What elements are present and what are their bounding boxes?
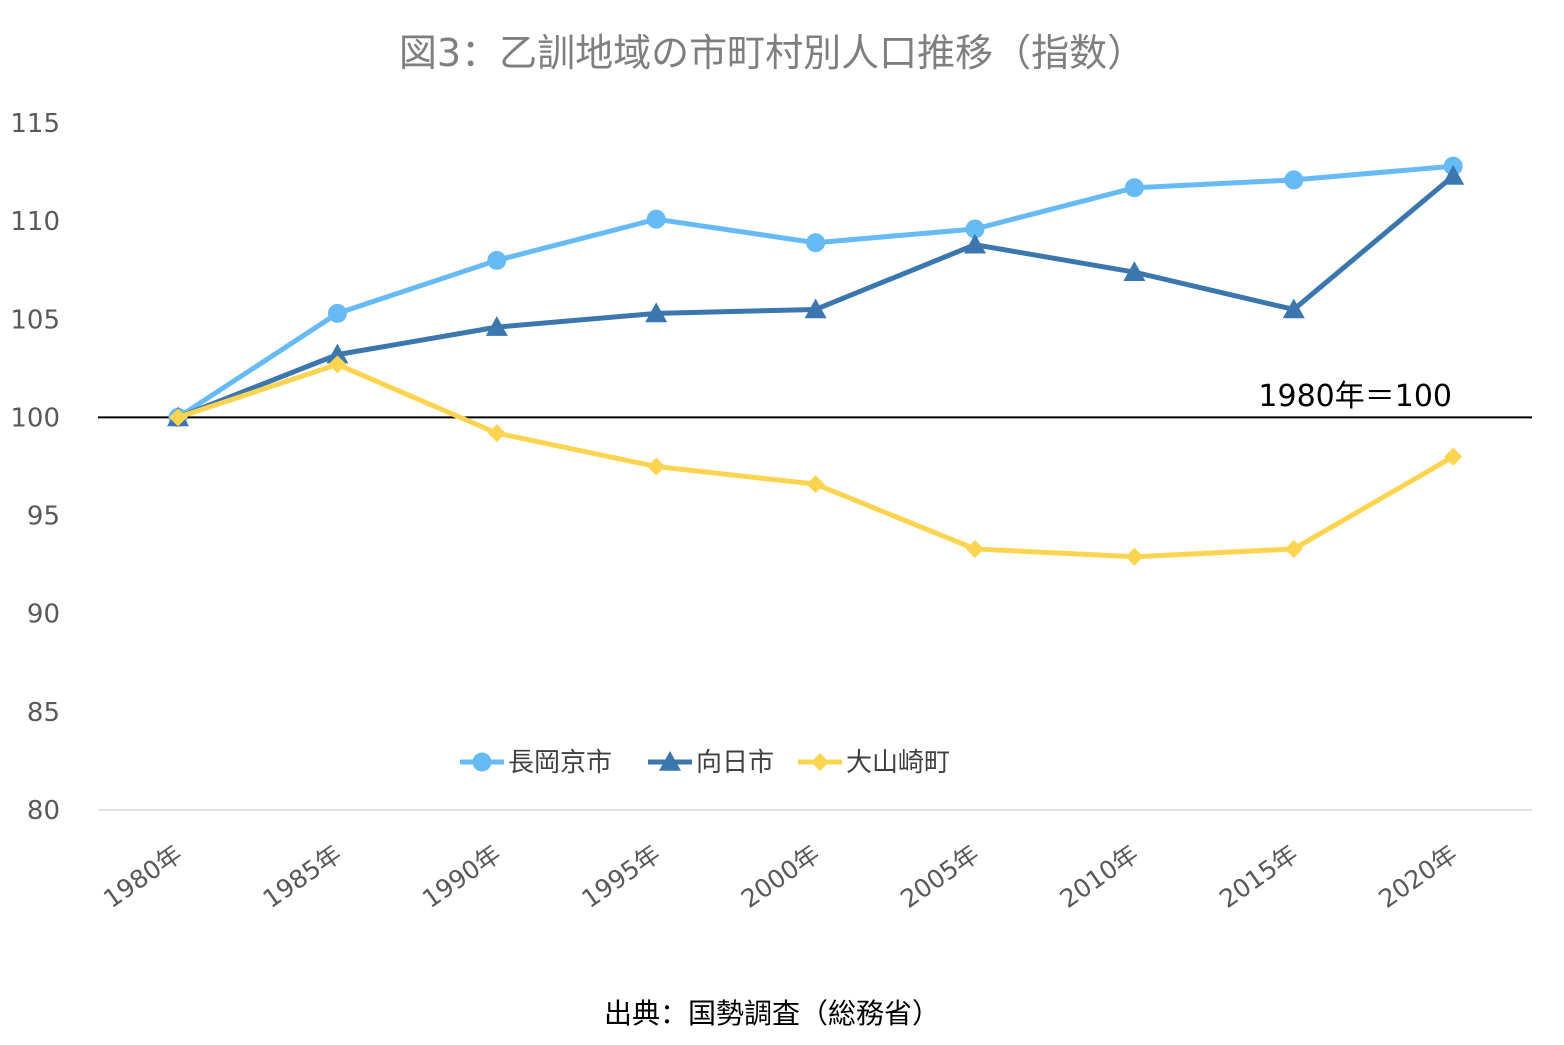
x-tick-label: 2020年 [1373,839,1462,914]
legend-marker [472,752,492,772]
legend-label: 大山崎町 [846,748,950,778]
legend-item: 向日市 [648,748,774,778]
legend-label: 長岡京市 [508,748,612,778]
chart-title: 図3：乙訓地域の市町村別人口推移（指数） [399,31,1145,75]
reference-line-label: 1980年＝100 [1258,379,1452,414]
x-tick-label: 1990年 [417,839,506,914]
data-point [965,219,985,239]
y-tick-label: 95 [27,502,60,532]
data-point [1284,170,1304,190]
y-tick-label: 110 [10,207,60,237]
x-tick-label: 1995年 [576,839,665,914]
legend: 長岡京市 向日市 大山崎町 [460,748,950,778]
legend-marker [659,751,681,771]
data-point [966,539,984,558]
data-point [806,475,825,494]
legend-marker [811,753,829,771]
y-axis: 80 85 90 95 100 105 110 115 [10,109,60,826]
series-1 [168,156,1463,427]
data-point [1442,164,1465,185]
x-axis: 1980年 1985年 1990年 1995年 2000年 2005年 2010年 2015年… [98,839,1462,914]
data-point [1282,298,1305,319]
legend-item: 大山崎町 [798,748,950,778]
source-note: 出典：国勢調査（総務省） [604,997,940,1030]
y-tick-label: 100 [10,403,60,433]
data-point [1125,547,1144,566]
x-tick-label: 2015年 [1214,839,1303,914]
data-point [326,343,349,364]
data-point [169,408,187,427]
y-tick-label: 90 [27,600,60,630]
legend-item: 長岡京市 [460,748,612,778]
series-2 [167,164,1465,427]
series-3 [169,355,1463,566]
data-point [1123,261,1146,281]
y-tick-label: 105 [10,305,60,335]
data-point [485,316,508,336]
y-tick-label: 115 [10,109,60,139]
x-tick-label: 1980年 [98,839,187,914]
data-point [645,302,668,323]
x-tick-label: 2005年 [895,839,984,914]
legend-label: 向日市 [696,748,774,778]
series-layer [167,156,1465,566]
data-point [327,303,347,323]
data-point [646,209,666,229]
data-point [1124,178,1144,198]
data-point [804,298,827,319]
data-point [647,457,666,476]
data-point [328,355,347,374]
data-point [1284,539,1303,558]
axis-lines [98,416,1532,811]
x-tick-label: 2010年 [1055,839,1144,914]
y-tick-label: 80 [27,796,60,826]
y-tick-label: 85 [27,698,60,728]
data-point [487,250,507,270]
data-point [964,233,986,254]
x-tick-label: 2000年 [736,839,825,914]
data-point [1444,447,1463,466]
data-point [806,233,826,253]
x-tick-label: 1985年 [258,839,347,914]
data-point [487,424,506,443]
